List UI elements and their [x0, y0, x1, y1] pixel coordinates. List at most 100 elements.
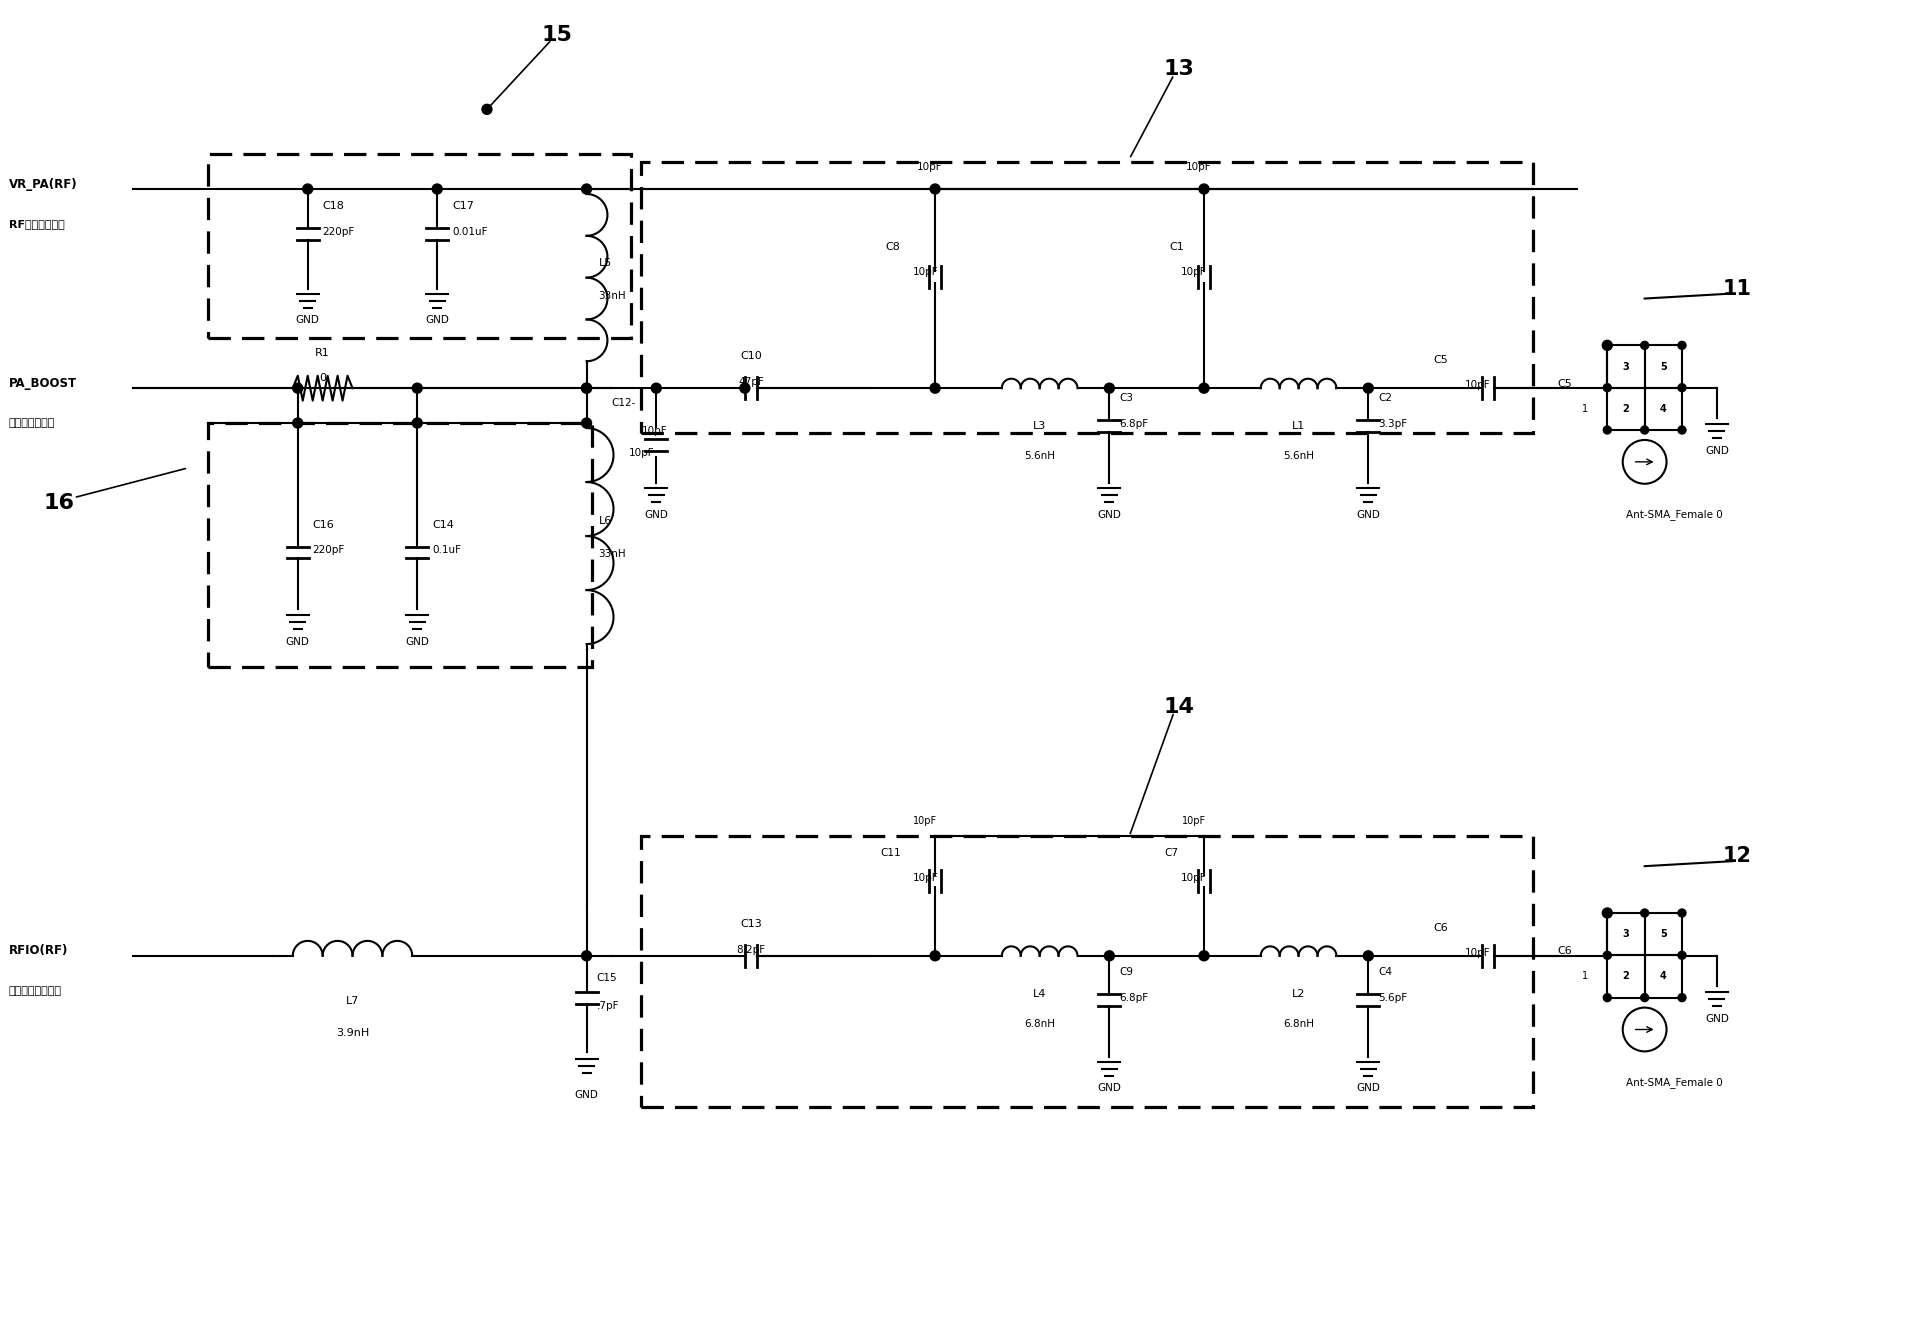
- Circle shape: [581, 384, 591, 393]
- Text: 0.01uF: 0.01uF: [453, 227, 487, 237]
- Circle shape: [293, 418, 303, 428]
- Text: 0.1uF: 0.1uF: [432, 545, 460, 555]
- Text: 3.3pF: 3.3pF: [1379, 418, 1408, 429]
- Circle shape: [581, 951, 591, 961]
- Text: GND: GND: [1705, 447, 1728, 456]
- Text: GND: GND: [575, 1090, 598, 1100]
- Circle shape: [1602, 908, 1613, 919]
- Circle shape: [1603, 384, 1611, 392]
- Text: C6: C6: [1433, 923, 1448, 933]
- Text: 13: 13: [1164, 60, 1195, 79]
- Bar: [209, 154, 631, 338]
- Circle shape: [1678, 993, 1686, 1001]
- Text: C12-: C12-: [612, 398, 637, 408]
- Circle shape: [481, 104, 491, 114]
- Circle shape: [1199, 185, 1208, 194]
- Circle shape: [1199, 951, 1208, 961]
- Text: C8: C8: [886, 242, 900, 251]
- Text: 33nH: 33nH: [598, 290, 625, 301]
- Text: C13: C13: [740, 919, 761, 929]
- Text: 6.8pF: 6.8pF: [1120, 418, 1149, 429]
- Circle shape: [930, 185, 940, 194]
- Text: 6.8pF: 6.8pF: [1120, 992, 1149, 1003]
- Circle shape: [1678, 909, 1686, 917]
- Text: R1: R1: [315, 349, 330, 358]
- Circle shape: [1199, 384, 1208, 393]
- Text: Ant-SMA_Female 0: Ant-SMA_Female 0: [1626, 1076, 1722, 1088]
- Bar: [1644, 388, 1682, 431]
- Circle shape: [1603, 427, 1611, 435]
- Text: C3: C3: [1120, 393, 1134, 404]
- Bar: [1644, 913, 1682, 956]
- Circle shape: [293, 384, 303, 393]
- Text: VR_PA(RF): VR_PA(RF): [10, 178, 77, 190]
- Text: 10pF: 10pF: [629, 448, 654, 457]
- Text: 11: 11: [1722, 278, 1751, 298]
- Text: 5: 5: [1659, 929, 1667, 939]
- Text: L3: L3: [1034, 421, 1047, 431]
- Text: C17: C17: [453, 201, 474, 211]
- Circle shape: [1678, 427, 1686, 435]
- Text: 16: 16: [44, 493, 75, 512]
- Text: C7: C7: [1164, 848, 1178, 858]
- Text: C18: C18: [322, 201, 345, 211]
- Text: C11: C11: [880, 848, 901, 858]
- Text: L1: L1: [1293, 421, 1306, 431]
- Text: C6: C6: [1557, 947, 1573, 956]
- Text: 大功率发送通道: 大功率发送通道: [10, 418, 56, 428]
- Text: 10pF: 10pF: [1185, 162, 1212, 172]
- Circle shape: [1364, 384, 1373, 393]
- Circle shape: [930, 384, 940, 393]
- Text: GND: GND: [405, 638, 430, 647]
- Circle shape: [581, 185, 591, 194]
- Circle shape: [412, 384, 422, 393]
- Circle shape: [930, 951, 940, 961]
- Circle shape: [652, 384, 662, 393]
- Text: L7: L7: [345, 996, 359, 1005]
- Text: GND: GND: [1356, 509, 1381, 520]
- Text: C5: C5: [1433, 356, 1448, 365]
- Bar: [1644, 345, 1682, 388]
- Text: GND: GND: [1097, 509, 1122, 520]
- Text: 10pF: 10pF: [913, 873, 938, 884]
- Circle shape: [1678, 384, 1686, 392]
- Text: 10pF: 10pF: [641, 427, 667, 436]
- Text: 1: 1: [1582, 404, 1588, 414]
- Bar: [1607, 913, 1644, 956]
- Text: C1: C1: [1170, 242, 1183, 251]
- Text: 220pF: 220pF: [313, 545, 345, 555]
- Text: 4: 4: [1659, 972, 1667, 981]
- Text: 8.2pF: 8.2pF: [737, 945, 765, 955]
- Circle shape: [1105, 951, 1114, 961]
- Text: L2: L2: [1293, 988, 1306, 999]
- Text: GND: GND: [1097, 1083, 1122, 1094]
- Circle shape: [412, 418, 422, 428]
- Circle shape: [1364, 951, 1373, 961]
- Circle shape: [1640, 993, 1649, 1001]
- Circle shape: [1640, 909, 1649, 917]
- Text: 3: 3: [1623, 361, 1630, 372]
- Text: L4: L4: [1034, 988, 1047, 999]
- Circle shape: [1640, 427, 1649, 435]
- Circle shape: [1603, 909, 1611, 917]
- Text: RF电停电源输出: RF电停电源输出: [10, 219, 65, 229]
- Text: 10pF: 10pF: [1465, 380, 1490, 390]
- Text: 4: 4: [1659, 404, 1667, 414]
- Bar: [1607, 956, 1644, 997]
- Text: 1: 1: [1582, 972, 1588, 981]
- Text: 6.8nH: 6.8nH: [1283, 1019, 1314, 1028]
- Text: C16: C16: [313, 520, 334, 529]
- Circle shape: [1678, 341, 1686, 349]
- Text: L6: L6: [598, 516, 612, 527]
- Bar: [641, 837, 1532, 1107]
- Text: C9: C9: [1120, 967, 1134, 977]
- Text: 6.8nH: 6.8nH: [1024, 1019, 1055, 1028]
- Text: 10pF: 10pF: [1181, 873, 1206, 884]
- Bar: [209, 422, 591, 667]
- Text: 10pF: 10pF: [1181, 266, 1206, 277]
- Circle shape: [740, 384, 750, 393]
- Text: 14: 14: [1164, 697, 1195, 717]
- Bar: [1607, 345, 1644, 388]
- Text: Ant-SMA_Female 0: Ant-SMA_Female 0: [1626, 509, 1722, 520]
- Text: 2: 2: [1623, 404, 1630, 414]
